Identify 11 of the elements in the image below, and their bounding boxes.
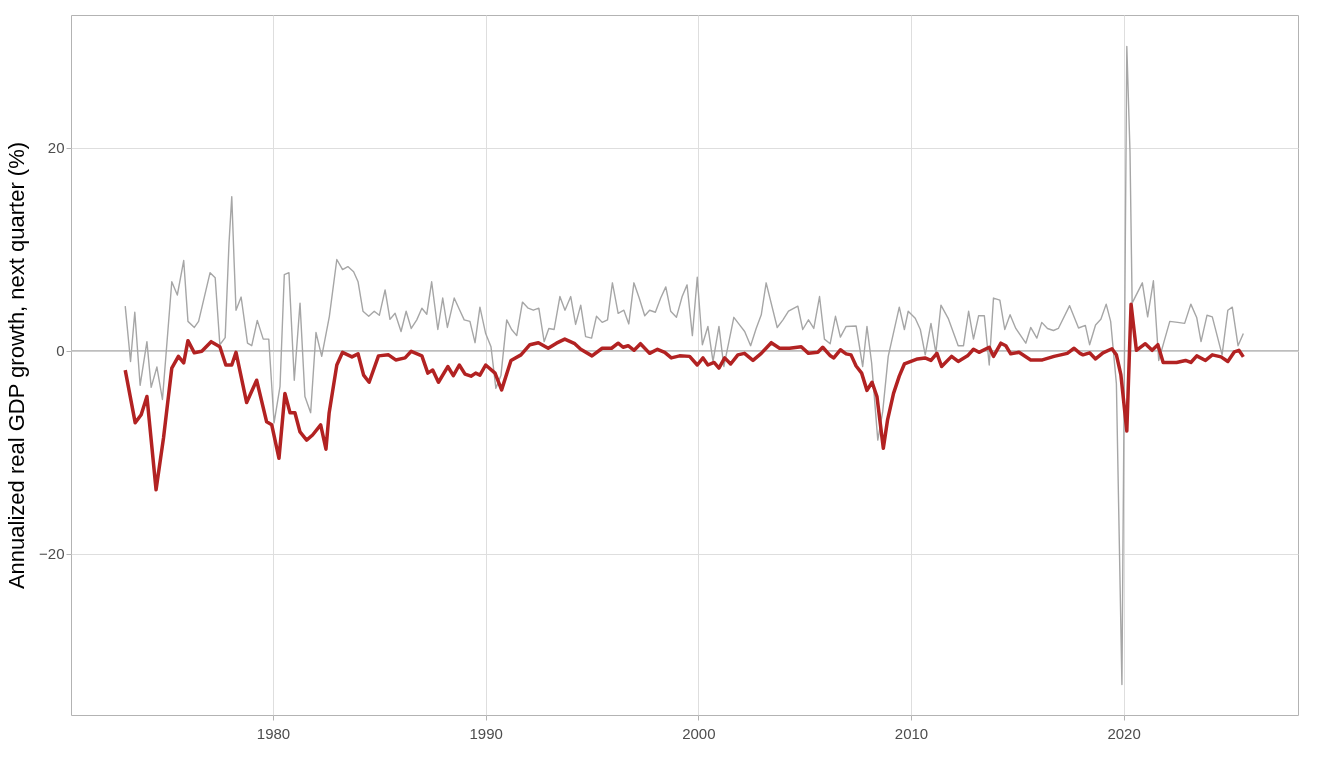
y-axis-title: Annualized real GDP growth, next quarter (%): [4, 141, 30, 590]
y-tick-label: −20: [39, 545, 65, 563]
x-tick-label: 2020: [1107, 724, 1141, 742]
line-series: [123, 302, 1246, 492]
x-tick-label: 1980: [256, 724, 291, 742]
x-tick-label: 2000: [682, 724, 716, 742]
y-tick-label: 20: [47, 139, 65, 157]
line-series: [124, 45, 1245, 686]
y-tick-label: 0: [56, 342, 65, 360]
x-tick-label: 2010: [894, 724, 929, 742]
x-tick-label: 1990: [469, 724, 503, 742]
